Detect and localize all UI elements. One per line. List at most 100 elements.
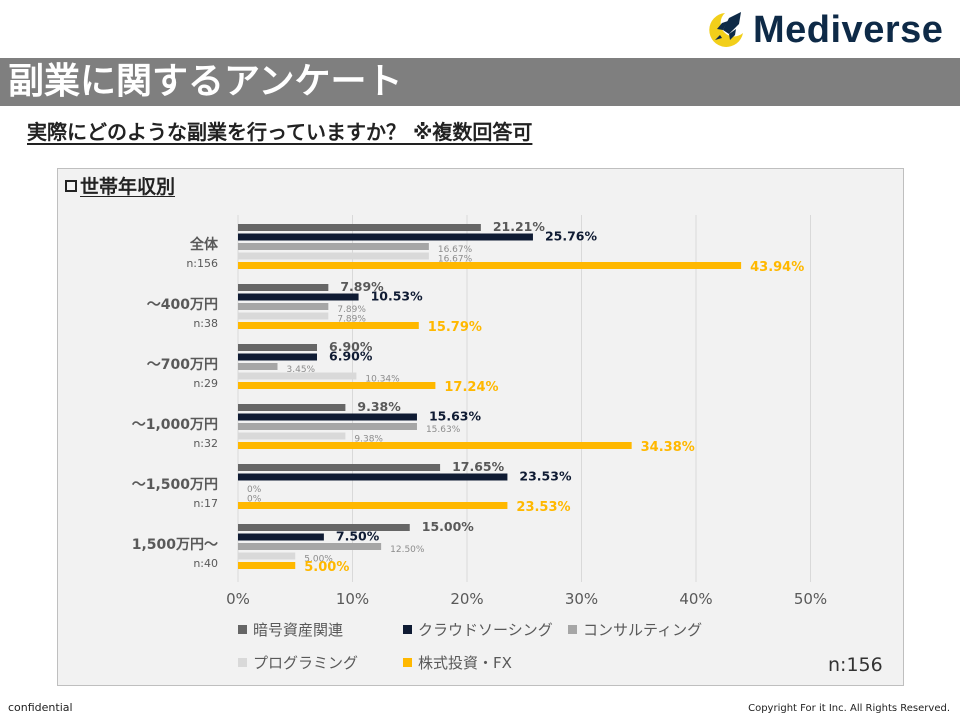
category-n: n:40 [193,557,218,570]
data-label-stocks-fx: 17.24% [444,380,498,395]
x-tick-label: 20% [450,590,483,608]
bar-stocks-fx [238,322,419,329]
data-label-programming: 0% [247,495,262,505]
panel-title-text: 世帯年収別 [80,176,176,198]
panel-title: 世帯年収別 [65,174,175,200]
bar-crypto [238,284,329,291]
category-label: ～400万円 [147,297,218,313]
legend-label: 暗号資産関連 [253,621,344,639]
data-label-crypto: 9.38% [357,399,401,414]
data-label-programming: 10.34% [365,375,400,385]
data-label-crowdsourcing: 7.50% [336,529,380,544]
bar-programming [238,372,357,380]
data-label-crowdsourcing: 25.76% [545,229,598,244]
category-n: n:29 [193,377,218,390]
data-label-consulting: 12.50% [390,545,425,555]
bar-crypto [238,344,318,351]
rocket-moon-icon [709,12,743,47]
data-label-programming: 16.67% [438,255,473,265]
category-label: ～1,500万円 [132,477,218,493]
bar-crowdsourcing [238,533,324,541]
data-label-programming: 9.38% [354,435,383,445]
survey-question: 実際にどのような副業を行っていますか？ ※複数回答可 [27,120,533,144]
page-title: 副業に関するアンケート [8,61,403,102]
legend-label: 株式投資・FX [418,654,512,672]
legend-swatch [403,625,412,634]
bar-stocks-fx [238,382,436,389]
legend-label: クラウドソーシング [418,621,553,639]
brand-logo: Mediverse [703,8,955,52]
data-label-crypto: 7.89% [340,279,384,294]
data-label-crypto: 15.00% [422,519,475,534]
data-label-stocks-fx: 23.53% [516,500,570,515]
bar-crowdsourcing [238,233,533,241]
bar-programming [238,432,346,440]
x-tick-label: 0% [226,590,250,608]
data-label-stocks-fx: 43.94% [750,260,804,275]
data-label-stocks-fx: 15.79% [428,320,482,335]
data-label-crowdsourcing: 15.63% [429,409,482,424]
chart-panel [57,168,904,686]
bar-stocks-fx [238,262,742,269]
category-n: n:156 [186,257,218,270]
category-label: ～1,000万円 [132,417,218,433]
bar-crowdsourcing [238,353,318,361]
data-label-stocks-fx: 34.38% [641,440,695,455]
bar-programming [238,252,429,260]
copyright: Copyright For it Inc. All Rights Reserve… [748,703,950,714]
legend-item-crowdsourcing: クラウドソーシング [403,620,553,640]
data-label-crypto: 6.90% [329,339,373,354]
data-label-consulting: 16.67% [438,245,473,255]
data-label-crowdsourcing: 23.53% [519,469,572,484]
bar-crowdsourcing [238,293,359,301]
data-label-consulting: 0% [247,485,262,495]
legend-label: コンサルティング [583,621,703,639]
sample-size: n:156 [828,654,883,676]
x-tick-label: 40% [679,590,712,608]
legend-item-programming: プログラミング [238,653,358,673]
title-bar: 副業に関するアンケート [0,58,960,106]
x-tick-label: 50% [794,590,827,608]
x-tick-label: 30% [565,590,598,608]
legend-item-consulting: コンサルティング [568,620,702,640]
bar-programming [238,552,296,560]
brand-name: Mediverse [753,9,944,51]
data-label-stocks-fx: 5.00% [304,560,349,575]
bar-stocks-fx [238,502,508,509]
bar-consulting [238,543,382,550]
legend-item-crypto: 暗号資産関連 [238,620,343,640]
category-label: 1,500万円～ [132,537,218,553]
x-tick-label: 10% [336,590,369,608]
bar-crypto [238,224,481,231]
bar-consulting [238,423,417,430]
data-label-crowdsourcing: 6.90% [329,349,373,364]
bar-stocks-fx [238,562,296,569]
data-label-consulting: 15.63% [426,425,461,435]
bar-crowdsourcing [238,413,417,421]
legend-swatch [238,658,247,667]
bar-crypto [238,464,441,471]
data-label-crypto: 17.65% [452,459,505,474]
bar-crypto [238,524,410,531]
bar-consulting [238,303,329,310]
data-label-programming: 5.00% [304,555,333,565]
category-n: n:38 [193,317,218,330]
bar-stocks-fx [238,442,632,449]
category-n: n:32 [193,437,218,450]
bar-crypto [238,404,346,411]
legend-item-stocks-fx: 株式投資・FX [403,653,512,673]
checkbox-icon [65,180,77,192]
legend-swatch [238,625,247,634]
bar-programming [238,312,329,320]
category-n: n:17 [193,497,218,510]
category-label: 全体 [189,236,219,253]
data-label-consulting: 7.89% [337,305,366,315]
confidential-label: confidential [8,701,73,714]
bar-consulting [238,363,278,370]
bar-consulting [238,243,429,250]
legend-label: プログラミング [253,654,359,672]
bar-crowdsourcing [238,473,508,481]
data-label-crypto: 21.21% [493,219,546,234]
data-label-consulting: 3.45% [287,365,316,375]
